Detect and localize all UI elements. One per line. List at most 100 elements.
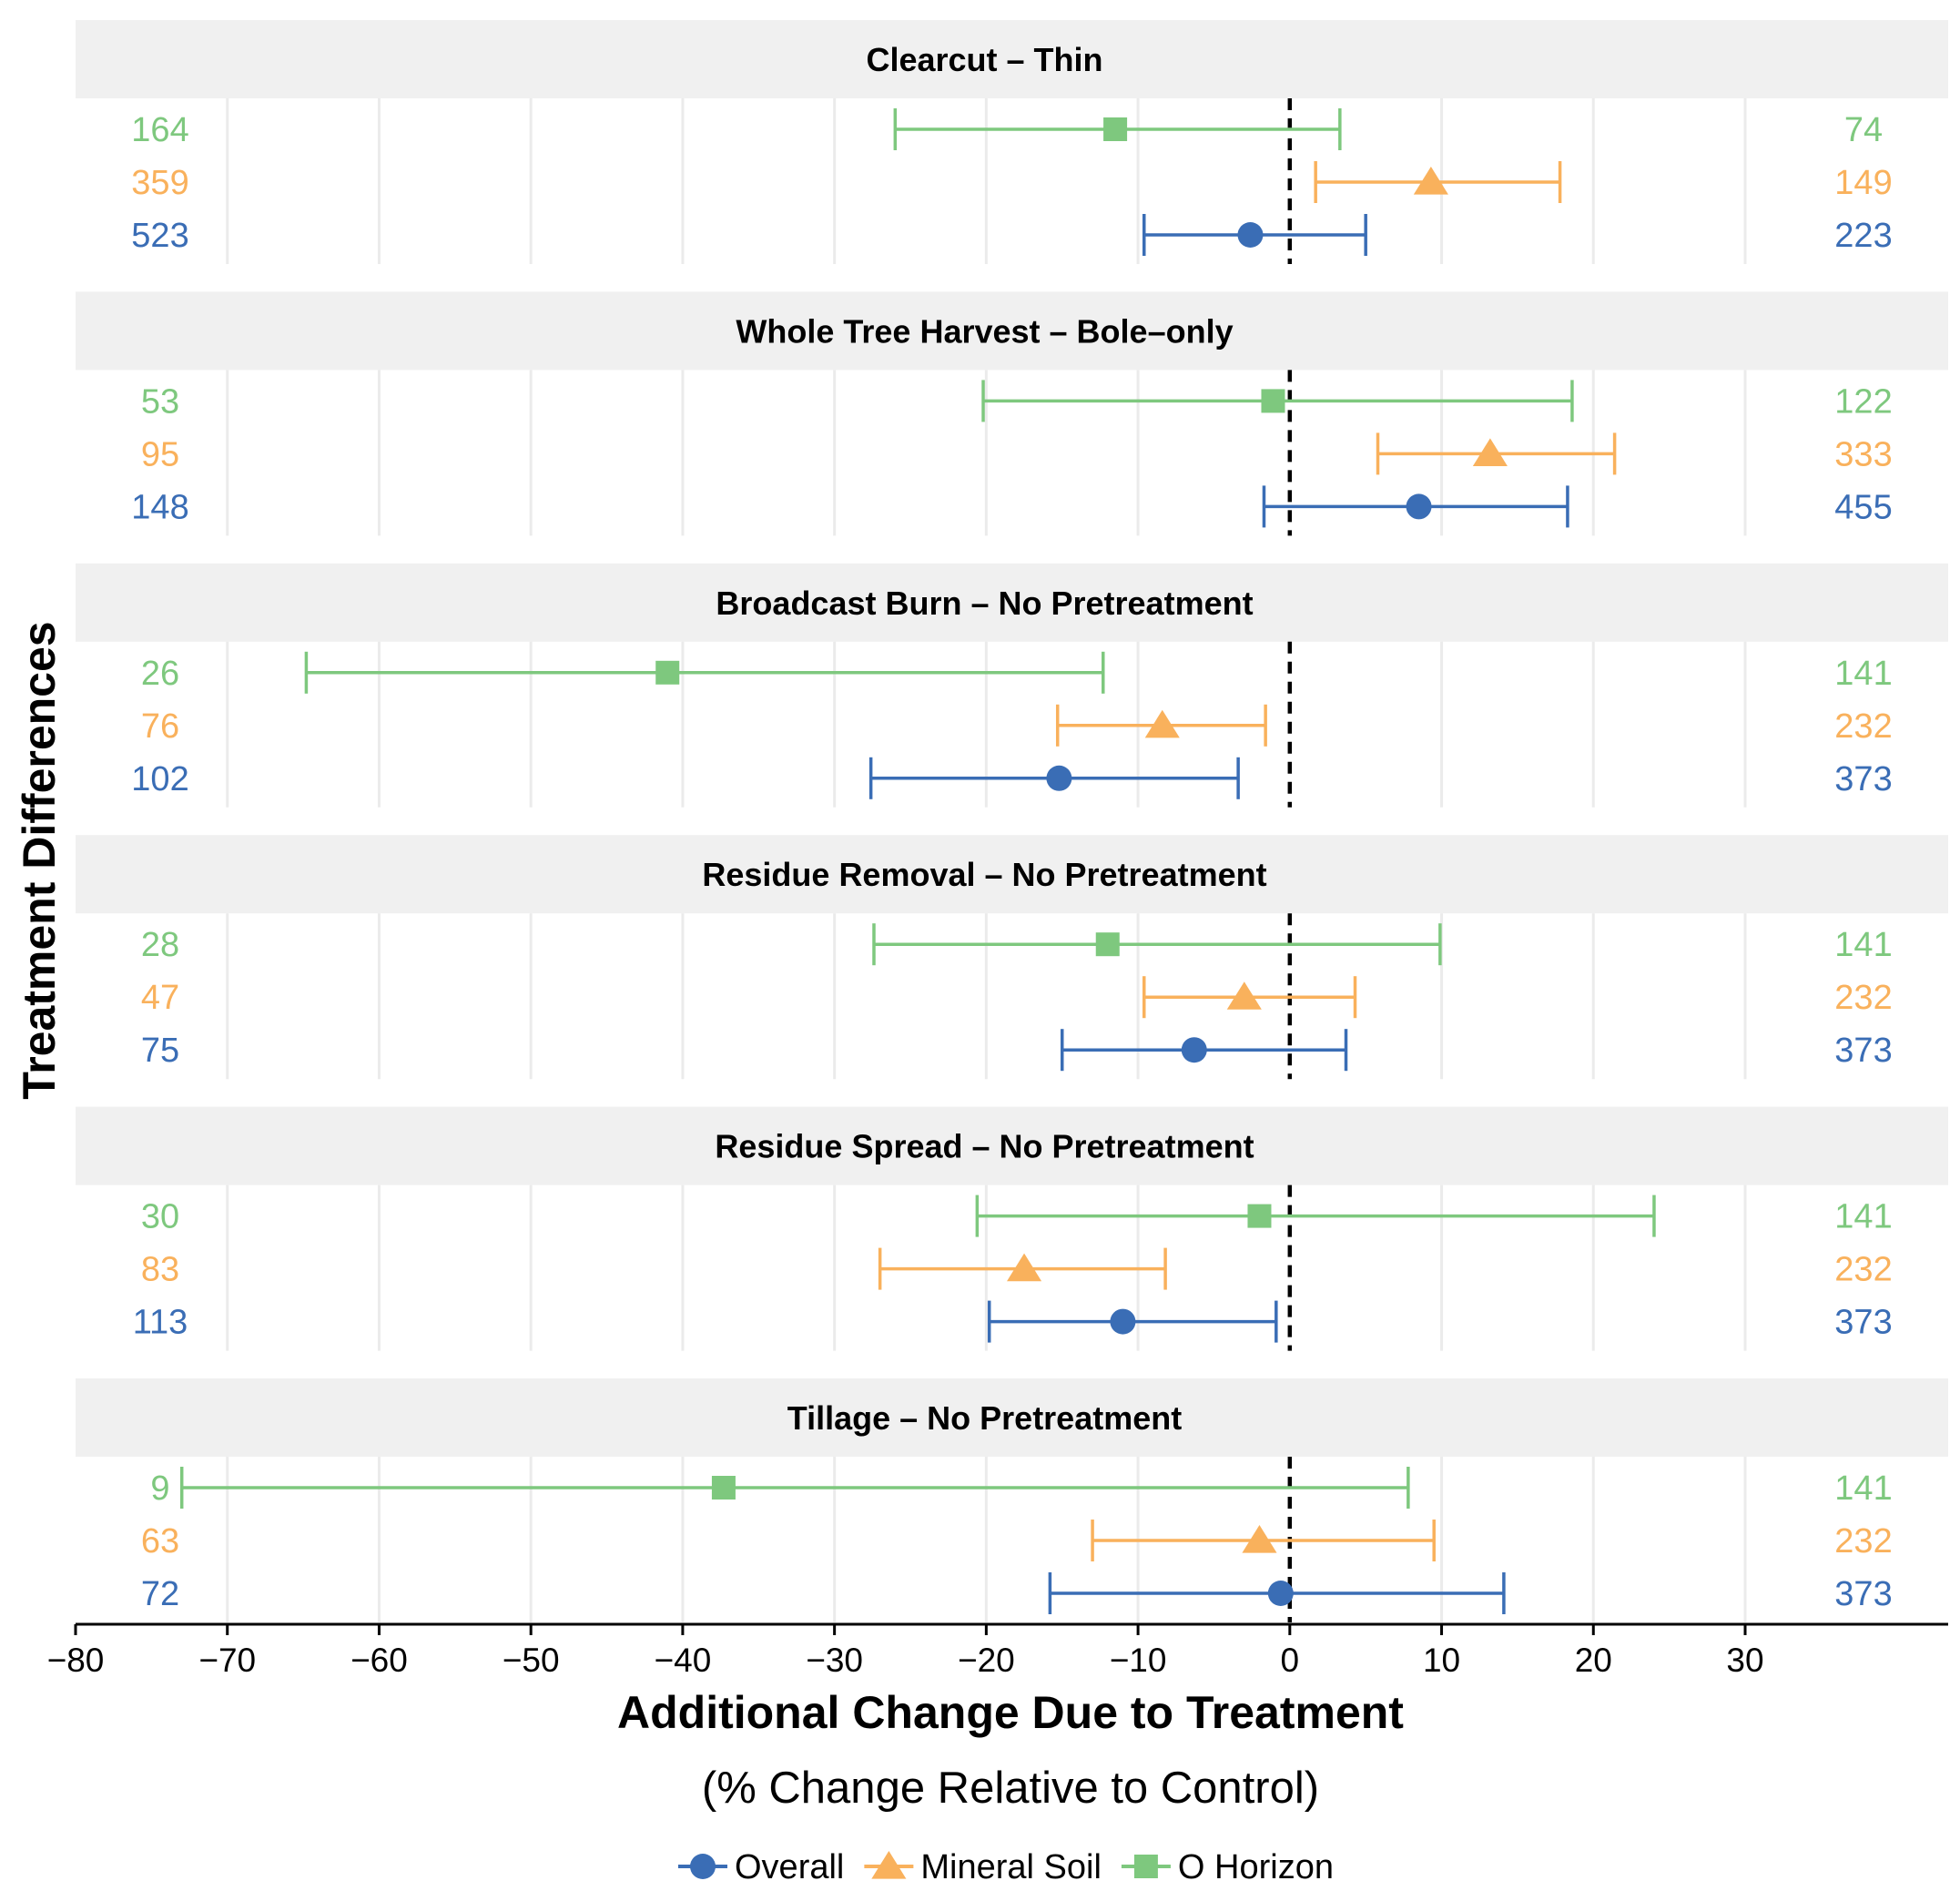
x-tick-label: −50 <box>503 1642 560 1679</box>
estimate-row-overall: 102 373 <box>131 757 1893 799</box>
estimate-row-mineral_soil: 359 149 <box>131 161 1893 203</box>
y-axis-title: Treatment Differences <box>14 621 65 1099</box>
x-tick-label: −80 <box>47 1642 105 1679</box>
count-right: 149 <box>1834 164 1892 202</box>
count-right: 74 <box>1844 111 1883 149</box>
x-axis: −80 −70 −60 −50 −40 −30 −20 −10 0 10 20 30 <box>47 1622 1948 1679</box>
count-right: 232 <box>1834 1251 1892 1289</box>
estimate-row-o_horizon: 30 141 <box>141 1195 1893 1237</box>
estimate-row-o_horizon: 53 122 <box>141 380 1893 422</box>
count-left: 164 <box>131 111 188 149</box>
x-tick-label: 20 <box>1575 1642 1612 1679</box>
estimate-row-overall: 148 455 <box>131 485 1893 528</box>
estimate-row-mineral_soil: 63 232 <box>141 1520 1893 1561</box>
estimate-row-o_horizon: 164 74 <box>131 108 1883 150</box>
panel-title: Broadcast Burn – No Pretreatment <box>716 585 1253 622</box>
count-left: 102 <box>131 760 188 798</box>
panel-strip <box>76 1378 1948 1457</box>
legend-label: Mineral Soil <box>920 1848 1102 1886</box>
legend-marker <box>690 1854 716 1879</box>
legend-item-overall: Overall <box>678 1848 844 1886</box>
point-estimate <box>1103 117 1128 141</box>
x-axis-title: Additional Change Due to Treatment <box>617 1687 1404 1738</box>
estimate-row-overall: 75 373 <box>141 1029 1893 1072</box>
point-estimate <box>1237 222 1264 248</box>
count-left: 76 <box>141 707 179 746</box>
estimate-row-o_horizon: 9 141 <box>150 1467 1893 1509</box>
estimate-row-overall: 72 373 <box>141 1572 1893 1614</box>
count-right: 232 <box>1834 707 1892 746</box>
panel: Broadcast Burn – No Pretreatment 26 141 76 2… <box>76 563 1948 808</box>
point-estimate <box>1181 1037 1207 1063</box>
panel-strip <box>76 291 1948 371</box>
panel: Clearcut – Thin 164 74 359 149 523 223 <box>76 20 1948 264</box>
legend-label: O Horizon <box>1178 1848 1334 1886</box>
panel-title: Tillage – No Pretreatment <box>787 1399 1182 1437</box>
count-left: 113 <box>133 1304 188 1342</box>
count-right: 141 <box>1834 1198 1892 1236</box>
point-estimate <box>1226 981 1262 1010</box>
x-tick-label: −30 <box>806 1642 863 1679</box>
point-estimate <box>1413 167 1448 195</box>
point-estimate <box>1007 1253 1042 1282</box>
estimate-row-overall: 113 373 <box>133 1300 1893 1343</box>
count-left: 359 <box>131 164 188 202</box>
x-tick-label: 0 <box>1281 1642 1300 1679</box>
point-estimate <box>1267 1581 1294 1606</box>
panel-title: Whole Tree Harvest – Bole–only <box>736 312 1233 350</box>
count-left: 9 <box>150 1469 169 1508</box>
count-right: 232 <box>1834 1522 1892 1561</box>
count-left: 26 <box>141 655 179 693</box>
count-right: 232 <box>1834 979 1892 1017</box>
count-right: 223 <box>1834 217 1892 255</box>
count-left: 148 <box>131 488 188 526</box>
panel-title: Clearcut – Thin <box>866 41 1102 78</box>
point-estimate <box>1144 709 1180 738</box>
count-right: 373 <box>1834 1575 1892 1613</box>
point-estimate <box>1406 493 1432 520</box>
point-estimate <box>711 1476 736 1500</box>
legend: Overall Mineral Soil O Horizon <box>678 1848 1334 1886</box>
point-estimate <box>1095 932 1120 957</box>
x-tick-label: 30 <box>1726 1642 1763 1679</box>
point-estimate <box>1110 1308 1136 1335</box>
panel-strip <box>76 20 1948 98</box>
point-estimate <box>1242 1525 1277 1553</box>
count-left: 95 <box>141 435 179 473</box>
panel-strip <box>76 563 1948 642</box>
count-right: 122 <box>1834 382 1892 421</box>
count-right: 373 <box>1834 1304 1892 1342</box>
panel: Whole Tree Harvest – Bole–only 53 122 95 333… <box>76 291 1948 536</box>
estimate-row-overall: 523 223 <box>131 214 1893 256</box>
point-estimate <box>1046 765 1072 791</box>
count-left: 83 <box>141 1251 179 1289</box>
estimate-row-mineral_soil: 76 232 <box>141 704 1893 747</box>
x-tick-label: −60 <box>350 1642 408 1679</box>
count-left: 63 <box>141 1522 179 1561</box>
x-tick-label: −40 <box>655 1642 712 1679</box>
legend-label: Overall <box>735 1848 844 1886</box>
legend-item-mineral_soil: Mineral Soil <box>864 1848 1102 1886</box>
count-left: 75 <box>141 1032 179 1070</box>
panel-title: Residue Spread – No Pretreatment <box>715 1128 1254 1165</box>
panel-title: Residue Removal – No Pretreatment <box>702 856 1266 893</box>
count-left: 30 <box>141 1198 179 1236</box>
legend-marker <box>871 1851 907 1879</box>
count-right: 373 <box>1834 1032 1892 1070</box>
point-estimate <box>1472 438 1508 466</box>
point-estimate <box>1261 389 1285 413</box>
panel: Residue Removal – No Pretreatment 28 141 47… <box>76 835 1948 1080</box>
count-left: 53 <box>141 382 179 421</box>
count-left: 47 <box>141 979 179 1017</box>
estimate-row-mineral_soil: 83 232 <box>141 1247 1893 1290</box>
x-tick-label: −70 <box>198 1642 256 1679</box>
panel-strip <box>76 1106 1948 1185</box>
count-right: 455 <box>1834 488 1892 526</box>
panel: Tillage – No Pretreatment 9 141 63 232 72 373 <box>76 1378 1948 1622</box>
panel-strip <box>76 835 1948 914</box>
legend-marker <box>1133 1855 1158 1878</box>
x-tick-label: −20 <box>958 1642 1015 1679</box>
count-right: 141 <box>1834 655 1892 693</box>
estimate-row-o_horizon: 28 141 <box>141 923 1893 966</box>
